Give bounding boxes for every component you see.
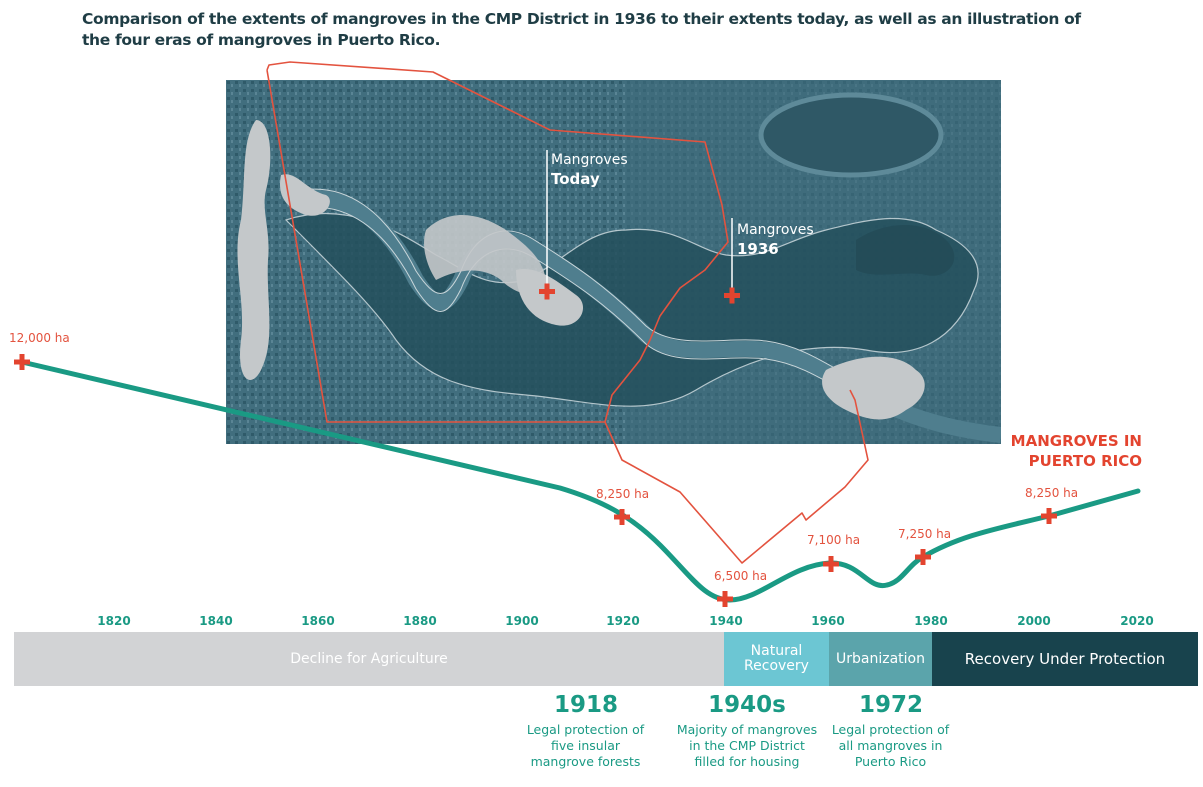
- mangrove-area-line: [19, 359, 1141, 603]
- event-year: 1918: [553, 692, 618, 718]
- x-tick: 1920: [606, 614, 640, 628]
- event-1972: 1972 Legal protection of all mangroves i…: [811, 690, 971, 770]
- mangroves-1936-outline: [266, 61, 869, 564]
- era-natural-recovery-label: Natural Recovery: [744, 643, 809, 674]
- data-marker-icon: [823, 556, 839, 572]
- data-marker-icon: [1041, 508, 1057, 524]
- x-tick: 2000: [1017, 614, 1051, 628]
- aerial-photo: [226, 80, 1001, 444]
- label-today-line1: Mangroves: [551, 152, 628, 168]
- series-heading: MANGROVES IN PUERTO RICO: [1000, 431, 1142, 471]
- series-heading-line2: PUERTO RICO: [1028, 452, 1142, 470]
- figure-title: Comparison of the extents of mangroves i…: [82, 10, 1081, 49]
- event-1918: 1918 Legal protection of five insular ma…: [506, 690, 666, 770]
- event-1940s: 1940s Majority of mangroves in the CMP D…: [667, 690, 827, 770]
- label-1936-line2: 1936: [737, 240, 779, 258]
- x-tick: 1940: [709, 614, 743, 628]
- value-label: 12,000 ha: [9, 331, 70, 345]
- marker-1936-icon: [724, 287, 740, 304]
- label-mangroves-1936: Mangroves 1936: [737, 221, 814, 260]
- x-tick: 1860: [301, 614, 335, 628]
- series-heading-line1: MANGROVES IN: [1010, 432, 1142, 450]
- event-description: Legal protection of all mangroves in Pue…: [831, 722, 950, 769]
- x-tick: 1900: [505, 614, 539, 628]
- value-label: 8,250 ha: [596, 487, 650, 501]
- value-label: 6,500 ha: [714, 569, 768, 583]
- x-tick: 1980: [914, 614, 948, 628]
- x-tick: 1840: [199, 614, 233, 628]
- era-natural-recovery: Natural Recovery: [724, 632, 829, 686]
- era-decline-for-agriculture: Decline for Agriculture: [14, 632, 724, 686]
- aerial-map-illustration: [226, 80, 1001, 444]
- data-marker-icon: [915, 549, 931, 565]
- value-label: 7,250 ha: [898, 527, 952, 541]
- marker-today-icon: [539, 283, 555, 300]
- data-marker-icon: [614, 509, 630, 525]
- x-tick: 1820: [97, 614, 131, 628]
- event-description: Majority of mangroves in the CMP Distric…: [676, 722, 818, 769]
- event-year: 1940s: [708, 692, 786, 718]
- label-mangroves-today: Mangroves Today: [551, 151, 628, 190]
- label-today-line2: Today: [551, 170, 600, 188]
- data-marker-icon: [717, 591, 733, 607]
- event-description: Legal protection of five insular mangrov…: [526, 722, 645, 769]
- era-urbanization: Urbanization: [829, 632, 932, 686]
- x-tick: 2020: [1120, 614, 1154, 628]
- data-marker-icon: [14, 354, 30, 370]
- x-tick: 1880: [403, 614, 437, 628]
- x-tick: 1960: [811, 614, 845, 628]
- value-label: 7,100 ha: [807, 533, 861, 547]
- event-year: 1972: [858, 692, 923, 718]
- label-1936-line1: Mangroves: [737, 222, 814, 238]
- era-recovery-under-protection: Recovery Under Protection: [932, 632, 1198, 686]
- value-label: 8,250 ha: [1025, 486, 1079, 500]
